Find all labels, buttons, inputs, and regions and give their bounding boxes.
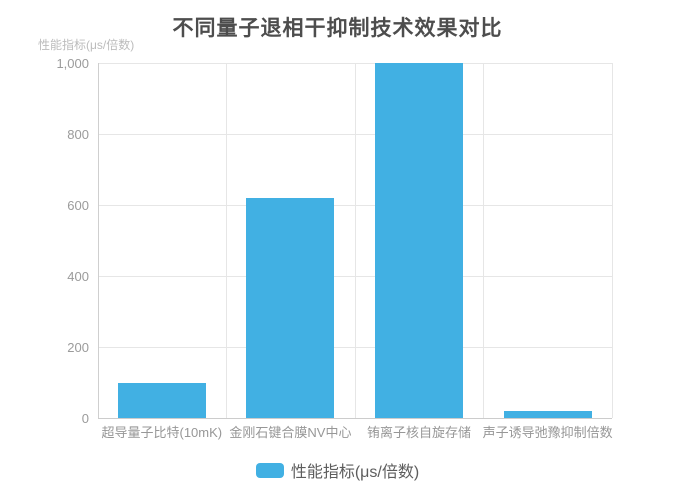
- y-axis-unit-label: 性能指标(μs/倍数): [38, 38, 135, 52]
- y-axis-tick-label: 200: [67, 340, 89, 355]
- gridline-vertical: [612, 63, 613, 418]
- chart-title: 不同量子退相干抑制技术效果对比: [172, 17, 503, 40]
- y-axis-tick-label: 400: [67, 269, 89, 284]
- chart-bar[interactable]: [117, 382, 206, 418]
- chart-bar[interactable]: [503, 410, 592, 418]
- y-axis-tick-label: 0: [81, 411, 89, 426]
- legend-label: 性能指标(μs/倍数): [290, 464, 420, 481]
- x-axis-category-label: 声子诱导弛豫抑制倍数: [482, 425, 613, 440]
- gridline-vertical: [354, 63, 356, 418]
- x-axis-category-label: 超导量子比特(10mK): [101, 425, 223, 440]
- y-axis-tick-label: 600: [67, 198, 89, 213]
- x-axis-category-label: 铕离子核自旋存储: [367, 425, 472, 440]
- gridline-vertical: [226, 63, 228, 418]
- y-axis-tick-label: 1,000: [56, 56, 89, 71]
- gridline-vertical: [483, 63, 485, 418]
- legend-item[interactable]: 性能指标(μs/倍数): [0, 459, 675, 481]
- x-axis-category-label: 金刚石键合膜NV中心: [229, 425, 352, 440]
- y-axis-tick-label: 800: [67, 127, 89, 142]
- x-axis-line: [97, 418, 612, 419]
- legend-swatch: [255, 462, 284, 478]
- y-axis-line: [97, 63, 99, 418]
- chart-bar[interactable]: [246, 197, 335, 418]
- chart-bar[interactable]: [375, 63, 464, 418]
